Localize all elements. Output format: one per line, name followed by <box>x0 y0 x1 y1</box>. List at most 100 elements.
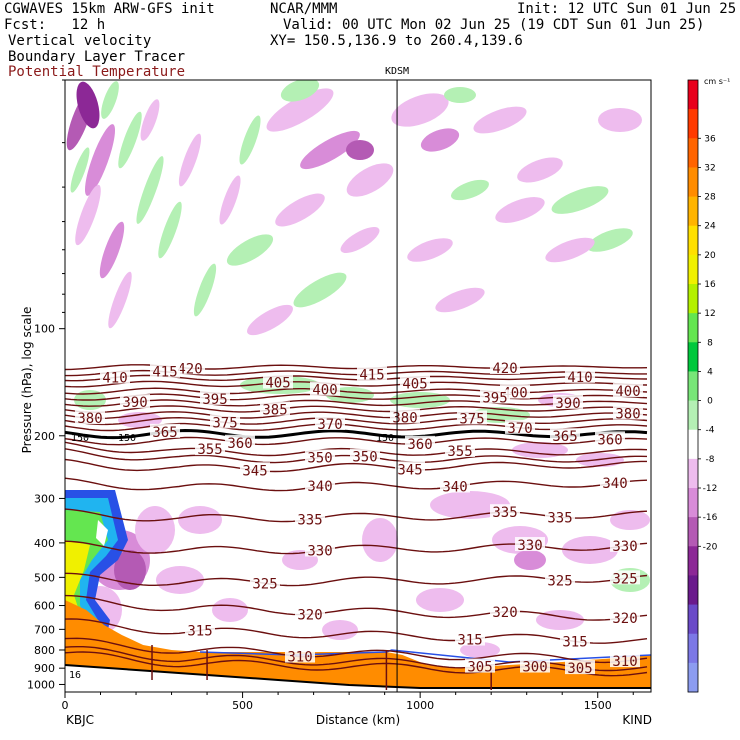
colorbar-swatch <box>688 80 698 110</box>
vv-blob <box>178 506 222 534</box>
theta-label-305: 305 <box>467 660 492 676</box>
theta-label-405: 405 <box>265 376 290 392</box>
vv-blob <box>444 87 476 103</box>
vv-blob <box>158 201 182 259</box>
vv-blob <box>416 588 464 612</box>
vv-blob <box>101 81 119 119</box>
theta-label-330: 330 <box>612 539 637 555</box>
theta-label-bg <box>457 410 487 425</box>
theta-label-bg <box>550 428 580 443</box>
theta-label-390: 390 <box>122 395 147 411</box>
vv-blob <box>275 193 325 227</box>
colorbar-label: -4 <box>706 426 715 436</box>
annotation-label: 150 <box>71 433 89 444</box>
vv-blob <box>587 228 633 252</box>
vv-blob <box>517 157 563 183</box>
vv-blob <box>340 227 380 253</box>
colorbar: 36 32 28 24 20 16 12 8 4 0 -4 -8 -12 -16 -20 <box>687 79 718 693</box>
theta-label-bg <box>490 504 520 519</box>
theta-contour-405 <box>65 380 648 388</box>
y-tick-label: 600 <box>34 600 55 613</box>
field-boundary-layer-tracer: Boundary Layer Tracer <box>8 49 186 65</box>
theta-label-bg <box>480 389 510 404</box>
theta-label-bg <box>600 475 630 490</box>
theta-label-360: 360 <box>407 437 432 453</box>
x-tick-label: 1500 <box>584 699 612 712</box>
colorbar-swatch <box>688 313 698 343</box>
ground-line <box>65 664 651 689</box>
theta-label-bg <box>455 631 485 646</box>
theta-label-410: 410 <box>567 370 592 386</box>
theta-label-395: 395 <box>202 392 227 408</box>
theta-label-bg <box>240 462 270 477</box>
colorbar-label: -20 <box>703 542 718 552</box>
theta-label-bg <box>295 511 325 526</box>
colorbar-swatch <box>688 633 698 664</box>
theta-label-405: 405 <box>402 376 427 392</box>
theta-label-bg <box>610 653 640 668</box>
x-endpoint-right: KIND <box>622 713 652 727</box>
bl-tracer-gap <box>96 520 108 546</box>
vv-blob <box>266 88 334 132</box>
theta-label-380: 380 <box>77 411 102 427</box>
vv-blob <box>226 234 274 266</box>
theta-label-bg <box>357 366 387 381</box>
vv-blob <box>140 99 160 141</box>
vv-blob <box>178 133 202 187</box>
colorbar-swatch <box>688 604 698 635</box>
theta-label-bg <box>465 658 495 673</box>
theta-label-bg <box>515 537 545 552</box>
vv-blob <box>407 238 453 262</box>
theta-label-370: 370 <box>507 421 532 437</box>
theta-label-bg <box>305 542 335 557</box>
colorbar-label: 28 <box>704 193 716 203</box>
theta-label-355: 355 <box>447 444 472 460</box>
forecast-hour: Fcst: 12 h <box>4 17 106 33</box>
x-tick-label: 0 <box>62 699 69 712</box>
vv-blob <box>99 221 125 279</box>
colorbar-swatch <box>688 284 698 314</box>
theta-label-bg <box>200 390 230 405</box>
theta-label-355: 355 <box>197 442 222 458</box>
y-tick-label: 100 <box>34 323 55 336</box>
theta-label-410: 410 <box>102 371 127 387</box>
theta-label-325: 325 <box>547 573 572 589</box>
theta-label-310: 310 <box>612 654 637 670</box>
theta-label-bg <box>263 374 293 389</box>
chart-title: KDSM <box>385 66 409 77</box>
vv-blob <box>193 263 217 317</box>
theta-label-bg <box>250 575 280 590</box>
colorbar-swatch <box>688 517 698 547</box>
theta-contour-340 <box>65 477 648 492</box>
vv-blob <box>322 620 358 640</box>
vv-blob <box>75 184 101 246</box>
theta-contour-400 <box>65 387 648 395</box>
theta-contour-360 <box>65 436 648 446</box>
colorbar-swatch <box>688 488 698 518</box>
theta-label-385: 385 <box>262 403 287 419</box>
x-endpoint-left: KBJC <box>66 713 94 727</box>
vv-blob <box>114 550 146 590</box>
theta-label-375: 375 <box>212 415 237 431</box>
vv-blob <box>135 506 175 554</box>
theta-label-bg <box>260 401 290 416</box>
theta-label-345: 345 <box>242 463 267 479</box>
y-tick-label: 700 <box>34 623 55 636</box>
theta-label-bg <box>195 441 225 456</box>
theta-label-340: 340 <box>602 476 627 492</box>
vv-blob <box>610 510 650 530</box>
theta-label-320: 320 <box>297 607 322 623</box>
theta-label-320: 320 <box>612 611 637 627</box>
theta-label-315: 315 <box>457 633 482 649</box>
theta-label-bg <box>490 603 520 618</box>
y-axis-label: Pressure (hPa), log scale <box>20 307 34 454</box>
theta-label-bg <box>210 414 240 429</box>
theta-label-bg <box>350 448 380 463</box>
theta-label-315: 315 <box>187 623 212 639</box>
theta-label-360: 360 <box>597 432 622 448</box>
vv-blob <box>598 108 642 132</box>
theta-label-bg <box>225 434 255 449</box>
cross-section-endpoints: XY= 150.5,136.9 to 260.4,139.6 <box>270 33 523 49</box>
theta-label-bg <box>440 478 470 493</box>
